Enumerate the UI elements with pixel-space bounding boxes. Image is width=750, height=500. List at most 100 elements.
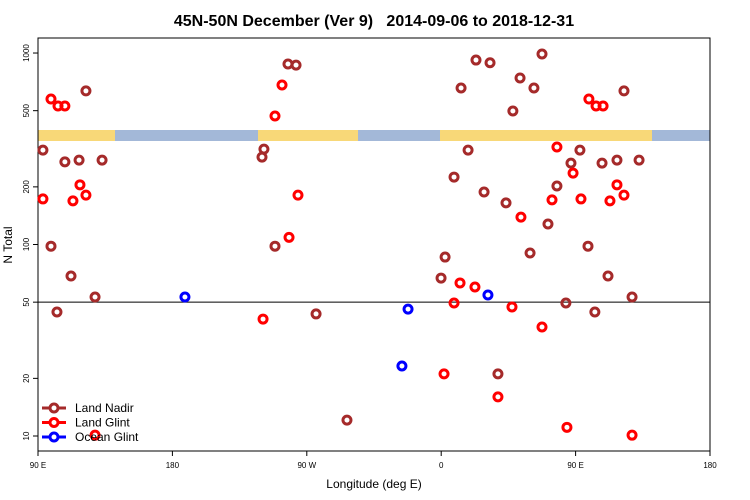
point (89, 291, 101, 303)
point (546, 194, 558, 206)
point (551, 180, 563, 192)
legend-label: Land Glint (75, 416, 130, 430)
point (561, 421, 573, 433)
point (575, 193, 587, 205)
legend-marker (48, 417, 60, 428)
point (341, 414, 353, 426)
point (611, 154, 623, 166)
x-tick-label: 180 (703, 461, 717, 470)
point (469, 281, 481, 293)
point (292, 189, 304, 201)
point (560, 297, 572, 309)
point (73, 154, 85, 166)
x-tick-label: 90 E (567, 461, 583, 470)
point (59, 100, 71, 112)
point (59, 156, 71, 168)
y-axis-label: N Total (1, 226, 15, 263)
map-strip (38, 130, 710, 141)
y-tick-label: 1000 (22, 44, 31, 62)
point (565, 157, 577, 169)
point (65, 270, 77, 282)
point (470, 54, 482, 66)
point (626, 291, 638, 303)
point (551, 141, 563, 153)
point (536, 321, 548, 333)
point (455, 82, 467, 94)
point (596, 157, 608, 169)
point (89, 429, 101, 441)
point (618, 189, 630, 201)
point (45, 240, 57, 252)
point (438, 368, 450, 380)
y-tick-label: 10 (22, 431, 31, 440)
point (611, 179, 623, 191)
point (506, 301, 518, 313)
point (276, 79, 288, 91)
point (626, 429, 638, 441)
point (462, 144, 474, 156)
point (583, 93, 595, 105)
point (492, 391, 504, 403)
point (96, 154, 108, 166)
point (604, 195, 616, 207)
point (290, 59, 302, 71)
point (45, 93, 57, 105)
y-tick-label: 200 (22, 180, 31, 194)
point (257, 313, 269, 325)
point (528, 82, 540, 94)
y-tick-label: 500 (22, 103, 31, 117)
x-tick-label: 0 (439, 461, 444, 470)
point (402, 303, 414, 315)
point (269, 110, 281, 122)
point (258, 143, 270, 155)
x-tick-label: 90 E (30, 461, 46, 470)
point (67, 195, 79, 207)
point (478, 186, 490, 198)
point (492, 368, 504, 380)
point (283, 231, 295, 243)
point (515, 211, 527, 223)
point (633, 154, 645, 166)
point (269, 240, 281, 252)
legend-label: Ocean Glint (75, 430, 139, 444)
point (500, 197, 512, 209)
y-tick-label: 50 (22, 297, 31, 306)
point (567, 167, 579, 179)
point (484, 57, 496, 69)
point (582, 240, 594, 252)
point (396, 360, 408, 372)
point (80, 189, 92, 201)
point (439, 251, 451, 263)
point (589, 306, 601, 318)
x-tick-label: 180 (166, 461, 180, 470)
point (597, 100, 609, 112)
chart-title: 45N-50N December (Ver 9) 2014-09-06 to 2… (174, 13, 574, 30)
point (448, 171, 460, 183)
point (37, 144, 49, 156)
x-axis-label: Longitude (deg E) (326, 477, 421, 491)
point (74, 179, 86, 191)
y-tick-label: 100 (22, 237, 31, 251)
legend-label: Land Nadir (75, 401, 134, 415)
point (448, 297, 460, 309)
point (310, 308, 322, 320)
point (514, 72, 526, 84)
point (179, 291, 191, 303)
point (482, 289, 494, 301)
point (524, 247, 536, 259)
point (574, 144, 586, 156)
x-tick-label: 90 W (297, 461, 316, 470)
y-tick-label: 20 (22, 373, 31, 382)
point (51, 306, 63, 318)
point (37, 193, 49, 205)
point (542, 218, 554, 230)
legend-marker (48, 431, 60, 443)
point (80, 85, 92, 97)
point (454, 277, 466, 289)
plot-frame (37, 37, 711, 452)
point (507, 105, 519, 117)
point (435, 272, 447, 284)
point (602, 270, 614, 282)
point (536, 48, 548, 60)
